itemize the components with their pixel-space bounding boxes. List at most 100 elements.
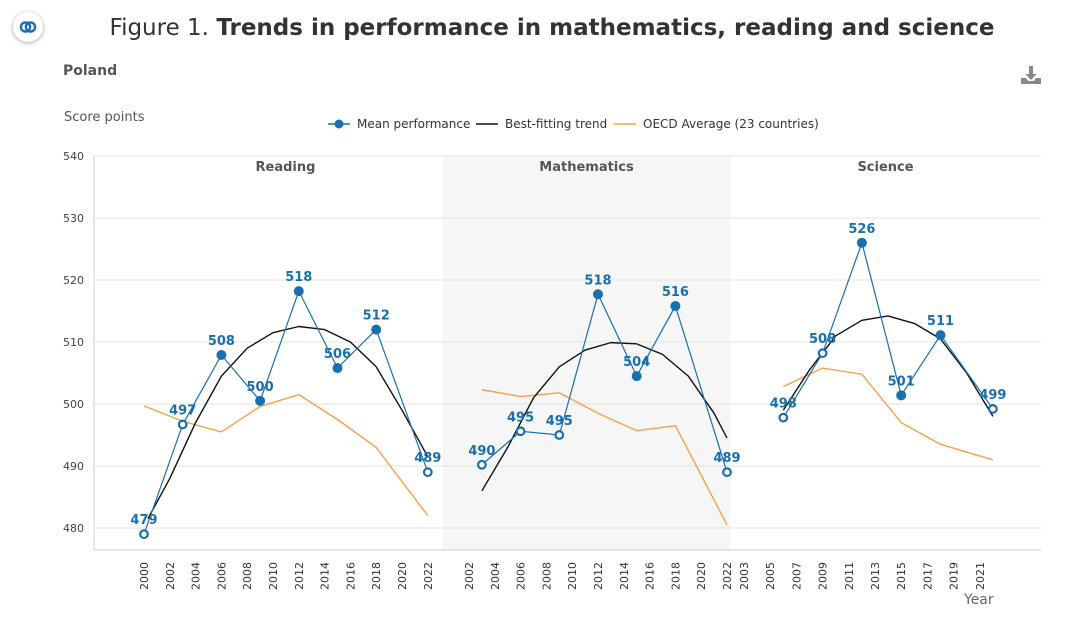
data-label: 504: [623, 355, 650, 370]
data-label: 498: [770, 397, 797, 412]
oecd-link-icon[interactable]: [13, 12, 43, 42]
x-tick-label: 2018: [669, 562, 682, 590]
x-tick-label: 2020: [695, 562, 708, 590]
data-point: [935, 330, 946, 341]
country-label: Poland: [63, 63, 118, 79]
y-tick-label: 540: [63, 150, 84, 163]
data-point: [422, 467, 433, 478]
x-tick-label: 2013: [869, 562, 882, 590]
data-point: [722, 467, 732, 478]
page-title: Figure 1. Trends in performance in mathe…: [0, 15, 1084, 41]
data-label: 489: [713, 451, 740, 466]
oecd-average-line-reading: [143, 393, 429, 517]
x-tick-label: 2016: [344, 562, 357, 590]
data-label: 499: [979, 388, 1006, 403]
data-label: 497: [169, 403, 196, 418]
x-tick-label: 2010: [267, 562, 280, 590]
x-tick-label: 2005: [764, 562, 777, 590]
data-label: 508: [809, 332, 836, 347]
data-point: [554, 430, 565, 440]
data-label: 501: [888, 374, 915, 389]
mean-line-reading: [143, 289, 429, 535]
x-tick-label: 2004: [190, 562, 203, 590]
panel-title-mathematics: Mathematics: [539, 160, 634, 175]
x-tick-label: 2003: [738, 562, 751, 590]
legend-label: Mean performance: [357, 117, 470, 131]
data-point: [896, 390, 907, 401]
y-tick-label: 480: [63, 522, 84, 535]
x-tick-label: 2014: [618, 562, 631, 590]
data-point: [817, 348, 828, 359]
trend-line-reading: [147, 325, 429, 520]
x-tick-label: 2019: [948, 562, 961, 590]
x-tick-label: 2018: [370, 562, 383, 590]
x-tick-label: 2021: [974, 562, 987, 590]
data-point: [216, 350, 227, 361]
x-tick-label: 2008: [241, 562, 254, 590]
panel-title-science: Science: [857, 160, 913, 175]
x-axis-title: Year: [964, 592, 994, 608]
data-point: [778, 412, 789, 423]
data-label: 526: [848, 222, 875, 237]
oecd-average-line-science: [783, 367, 994, 461]
y-tick-label: 500: [63, 398, 84, 411]
data-label: 500: [247, 380, 274, 395]
x-tick-label: 2004: [489, 562, 502, 590]
data-point: [371, 324, 382, 335]
x-tick-label: 2009: [817, 562, 830, 590]
data-label: 490: [468, 444, 495, 459]
x-tick-label: 2022: [422, 562, 435, 590]
data-point: [332, 363, 343, 374]
x-tick-label: 2008: [540, 562, 553, 590]
data-label: 495: [546, 414, 573, 429]
figure-label: Figure 1.: [109, 15, 209, 41]
x-tick-label: 2002: [463, 562, 476, 590]
x-tick-label: 2006: [515, 562, 528, 590]
trend-line-science: [782, 315, 994, 417]
data-point: [177, 419, 188, 430]
data-point: [670, 301, 681, 312]
data-point: [515, 426, 526, 437]
x-tick-label: 2017: [921, 562, 934, 590]
x-tick-label: 2011: [843, 562, 856, 590]
x-tick-label: 2022: [721, 562, 734, 590]
data-label: 516: [662, 285, 689, 300]
x-tick-label: 2012: [293, 562, 306, 590]
data-point: [293, 286, 304, 297]
data-label: 518: [285, 270, 312, 285]
y-axis-title: Score points: [64, 110, 145, 125]
trend-line-mathematics: [481, 341, 728, 492]
data-label: 506: [324, 347, 351, 362]
legend-label: OECD Average (23 countries): [643, 117, 819, 131]
data-point: [593, 289, 603, 300]
mean-line-science: [782, 240, 994, 418]
x-tick-label: 2002: [164, 562, 177, 590]
x-tick-label: 2000: [138, 562, 151, 590]
data-label: 508: [208, 334, 235, 349]
panel-shade-mathematics: [443, 156, 730, 550]
data-point: [255, 395, 266, 406]
data-label: 512: [363, 309, 390, 324]
y-tick-label: 530: [63, 212, 84, 225]
data-label: 511: [927, 314, 954, 329]
download-button[interactable]: [1019, 63, 1045, 89]
data-point: [477, 459, 487, 470]
data-point: [631, 371, 642, 382]
figure-title: Trends in performance in mathematics, re…: [216, 15, 995, 41]
x-tick-label: 2015: [895, 562, 908, 590]
link-rings-icon: [19, 21, 37, 33]
data-label: 489: [414, 451, 441, 466]
legend-label: Best-fitting trend: [505, 117, 607, 131]
x-tick-label: 2007: [790, 562, 803, 590]
y-tick-label: 520: [63, 274, 84, 287]
x-tick-label: 2020: [396, 562, 409, 590]
data-label: 518: [584, 273, 611, 288]
x-tick-label: 2012: [592, 562, 605, 590]
oecd-average-line-mathematics: [481, 389, 728, 526]
data-point: [988, 404, 998, 414]
y-tick-label: 490: [63, 460, 84, 473]
x-tick-label: 2014: [319, 562, 332, 590]
panel-title-reading: Reading: [256, 160, 316, 175]
x-tick-label: 2016: [644, 562, 657, 590]
